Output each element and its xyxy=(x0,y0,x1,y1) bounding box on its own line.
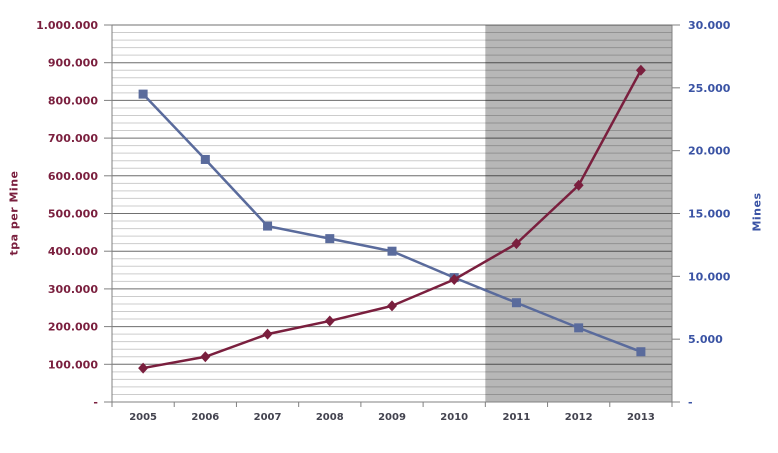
right-axis-tick-label: 25.000 xyxy=(688,82,731,95)
marker-diamond xyxy=(387,300,397,312)
left-axis-tick-label: 400.000 xyxy=(48,245,98,258)
marker-diamond xyxy=(324,315,335,327)
right-axis-tick-label: 10.000 xyxy=(688,270,731,283)
marker-diamond xyxy=(138,362,149,374)
left-axis-title: tpa per Mine xyxy=(7,170,21,256)
x-axis-label: 2005 xyxy=(129,412,157,423)
right-axis-title: Mines xyxy=(750,192,764,232)
left-axis-tick-label: 200.000 xyxy=(48,321,98,334)
marker-diamond xyxy=(200,351,211,363)
left-axis-tick-label: 100.000 xyxy=(48,358,98,371)
marker-square xyxy=(511,298,521,308)
x-axis-label: 2010 xyxy=(440,412,468,423)
x-axis-label: 2009 xyxy=(378,412,406,423)
x-axis-label: 2006 xyxy=(191,412,219,423)
x-axis-label: 2011 xyxy=(503,412,531,423)
marker-square xyxy=(574,323,584,333)
x-axis-label: 2007 xyxy=(254,412,282,423)
marker-diamond xyxy=(449,273,460,285)
left-axis-tick-label: - xyxy=(93,396,98,409)
marker-square xyxy=(200,154,210,164)
x-axis-label: 2008 xyxy=(316,412,344,423)
right-axis-tick-label: 20.000 xyxy=(688,145,731,158)
marker-diamond xyxy=(573,179,584,191)
highlight-band xyxy=(485,25,672,402)
right-axis-tick-label: 30.000 xyxy=(688,19,731,32)
marker-diamond xyxy=(635,64,646,76)
marker-square xyxy=(138,89,148,99)
left-axis-tick-label: 900.000 xyxy=(48,57,98,70)
left-axis-tick-label: 1.000.000 xyxy=(36,19,98,32)
right-axis-tick-label: 5.000 xyxy=(688,333,723,346)
left-axis-tick-label: 300.000 xyxy=(48,283,98,296)
right-axis-tick-label: - xyxy=(688,396,693,409)
left-axis-tick-label: 800.000 xyxy=(48,94,98,107)
marker-square xyxy=(325,234,335,244)
left-axis-tick-label: 500.000 xyxy=(48,208,98,221)
marker-square xyxy=(636,347,646,357)
x-axis-label: 2012 xyxy=(565,412,593,423)
left-axis-tick-label: 700.000 xyxy=(48,132,98,145)
x-axis-label: 2013 xyxy=(627,412,655,423)
right-axis-tick-label: 15.000 xyxy=(688,208,731,221)
marker-diamond xyxy=(262,328,273,340)
left-axis-tick-label: 600.000 xyxy=(48,170,98,183)
marker-square xyxy=(387,246,397,256)
marker-square xyxy=(263,221,273,231)
marker-diamond xyxy=(511,238,522,250)
